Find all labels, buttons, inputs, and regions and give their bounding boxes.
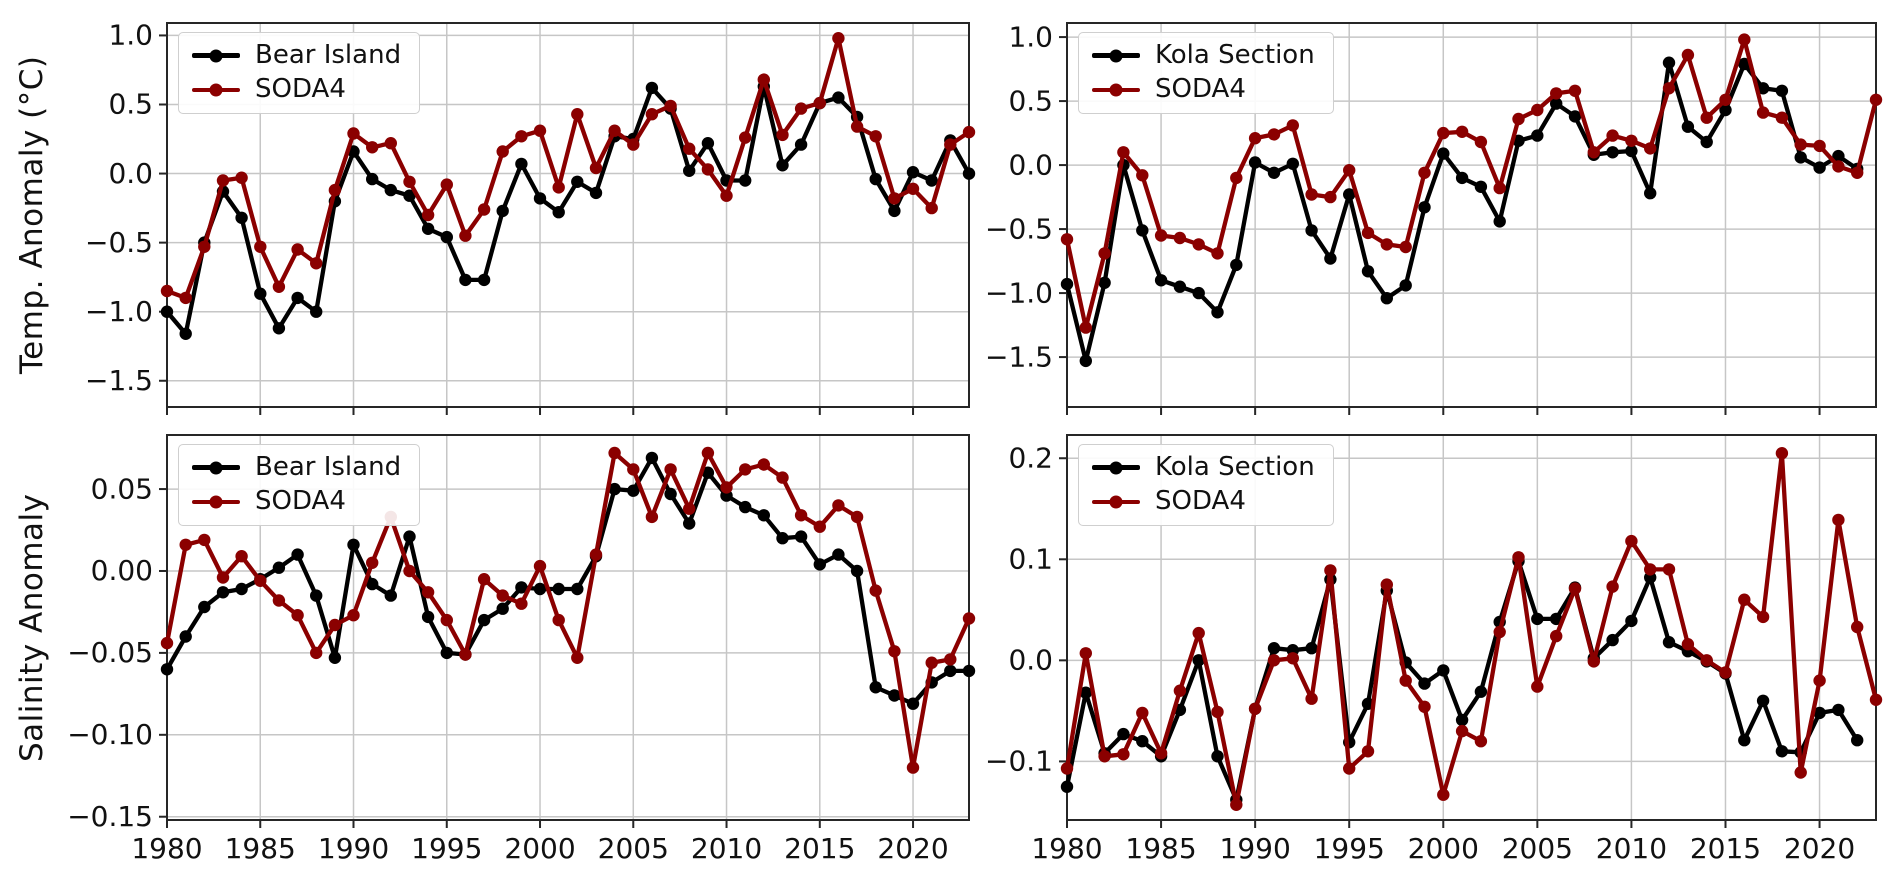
series-line-soda4	[1064, 451, 1879, 807]
series-markers-kola-section	[1060, 56, 1864, 368]
x-tick-label: 2010	[691, 832, 762, 865]
legend-line-sample-soda4-icon	[192, 495, 240, 509]
y-tick-label: −0.15	[67, 800, 153, 833]
panel-temp-bear-island: 1.0 0.5 0.0 −0.5 −1.0 −1.5	[85, 19, 976, 415]
x-tick-label: 2010	[1596, 832, 1667, 865]
series-markers-soda4	[1060, 447, 1883, 811]
y-tick-label: −1.0	[85, 295, 153, 328]
axes-spines	[166, 434, 970, 821]
y-tick-label: 0.0	[108, 157, 153, 190]
y-tick-label: −1.5	[985, 340, 1053, 373]
y-tick-label: 1.0	[1008, 20, 1053, 53]
x-tick-label: 1985	[225, 832, 296, 865]
x-tick-label: 1990	[318, 832, 389, 865]
legend-label: Kola Section	[1155, 40, 1315, 70]
legend-line-sample-soda4-icon	[192, 83, 240, 97]
tick-labels: 1.0 0.5 0.0 −0.5 −1.0 −1.5	[85, 19, 153, 397]
x-tick-label: 2000	[1408, 832, 1479, 865]
y-tick-label: 0.2	[1008, 441, 1053, 474]
y-tick-label: 0.5	[108, 88, 153, 121]
legend-label: Bear Island	[255, 40, 402, 70]
legend-label: Bear Island	[255, 452, 402, 482]
y-tick-label: −1.0	[985, 276, 1053, 309]
legend-line-sample-soda4-icon	[1092, 495, 1140, 509]
y-axis-label-salinity: Salinity Anomaly	[14, 493, 50, 762]
axes-spines	[166, 22, 970, 408]
x-tick-label: 2005	[598, 832, 669, 865]
series-markers-soda4	[160, 446, 976, 774]
y-tick-label: 0.1	[1008, 543, 1053, 576]
series-markers-soda4	[1060, 33, 1883, 334]
y-tick-label: −0.10	[67, 718, 153, 751]
y-tick-label: 0.5	[1008, 84, 1053, 117]
x-tick-label: 2020	[1784, 832, 1855, 865]
legend-item: SODA4	[192, 74, 401, 105]
y-tick-label: −0.05	[67, 636, 153, 669]
tick-marks	[1059, 457, 1821, 828]
series-line-bear-island	[164, 84, 972, 336]
tick-marks	[1059, 36, 1821, 415]
legend-salinity-kola-section: Kola Section SODA4	[1078, 444, 1334, 526]
legend-item: SODA4	[1092, 74, 1315, 105]
series-markers-soda4	[160, 32, 976, 305]
legend-item: Bear Island	[192, 452, 402, 482]
series-markers-bear-island	[160, 80, 976, 340]
y-tick-label: −1.5	[85, 364, 153, 397]
legend-line-sample-obs-icon	[1092, 461, 1140, 475]
tick-marks	[159, 488, 915, 828]
legend-label: Kola Section	[1155, 452, 1315, 482]
panel-temp-kola-section: 1.0 0.5 0.0 −0.5 −1.0 −1.5	[985, 20, 1883, 415]
y-tick-label: 0.05	[91, 472, 153, 505]
x-tick-label: 2015	[784, 832, 855, 865]
x-tick-label: 2015	[1690, 832, 1761, 865]
legend-label: SODA4	[255, 486, 346, 517]
x-tick-label: 1995	[1314, 832, 1385, 865]
x-tick-label: 1990	[1220, 832, 1291, 865]
legend-label: SODA4	[1155, 486, 1246, 517]
x-tick-label: 2020	[877, 832, 948, 865]
legend-item: SODA4	[192, 486, 401, 517]
x-tick-label: 1985	[1125, 832, 1196, 865]
series-markers-bear-island	[160, 451, 976, 710]
tick-labels: 1980 1985 1990 1995 2000 2005 2010 2015 2020 0.05…	[67, 472, 948, 865]
legend-label: SODA4	[255, 74, 346, 105]
panel-salinity-bear-island: 1980 1985 1990 1995 2000 2005 2010 2015 2020 0.05…	[67, 434, 976, 865]
x-tick-label: 2000	[504, 832, 575, 865]
legend-item: SODA4	[1092, 486, 1315, 517]
panel-salinity-kola-section: 1980 1985 1990 1995 2000 2005 2010 2015 2020 0.2 0…	[985, 434, 1883, 865]
y-tick-label: 0.0	[1008, 644, 1053, 677]
y-tick-label: 0.00	[91, 554, 153, 587]
y-tick-label: −0.1	[985, 745, 1053, 778]
legend-salinity-bear-island: Bear Island SODA4	[178, 444, 421, 526]
legend-temp-kola-section: Kola Section SODA4	[1078, 32, 1334, 114]
x-tick-label: 2005	[1502, 832, 1573, 865]
tick-labels: 1980 1985 1990 1995 2000 2005 2010 2015 2020 0.2 0…	[985, 441, 1855, 865]
axes-spines	[1066, 434, 1877, 821]
y-axis-label-temperature: Temp. Anomaly (°C)	[14, 55, 50, 375]
y-tick-label: 1.0	[108, 19, 153, 52]
legend-line-sample-obs-icon	[192, 461, 240, 475]
y-tick-label: 0.0	[1008, 148, 1053, 181]
legend-item: Bear Island	[192, 40, 402, 70]
x-tick-label: 1980	[1031, 832, 1102, 865]
legend-line-sample-obs-icon	[1092, 49, 1140, 63]
axes-spines	[1066, 22, 1877, 408]
series-line-kola-section	[1064, 559, 1860, 802]
tick-labels: 1.0 0.5 0.0 −0.5 −1.0 −1.5	[985, 20, 1053, 373]
legend-temp-bear-island: Bear Island SODA4	[178, 32, 421, 114]
y-tick-label: −0.5	[985, 212, 1053, 245]
legend-label: SODA4	[1155, 74, 1246, 105]
legend-line-sample-soda4-icon	[1092, 83, 1140, 97]
x-tick-label: 1995	[411, 832, 482, 865]
x-tick-label: 1980	[131, 832, 202, 865]
legend-line-sample-obs-icon	[192, 49, 240, 63]
legend-item: Kola Section	[1092, 40, 1315, 70]
legend-item: Kola Section	[1092, 452, 1315, 482]
y-tick-label: −0.5	[85, 226, 153, 259]
